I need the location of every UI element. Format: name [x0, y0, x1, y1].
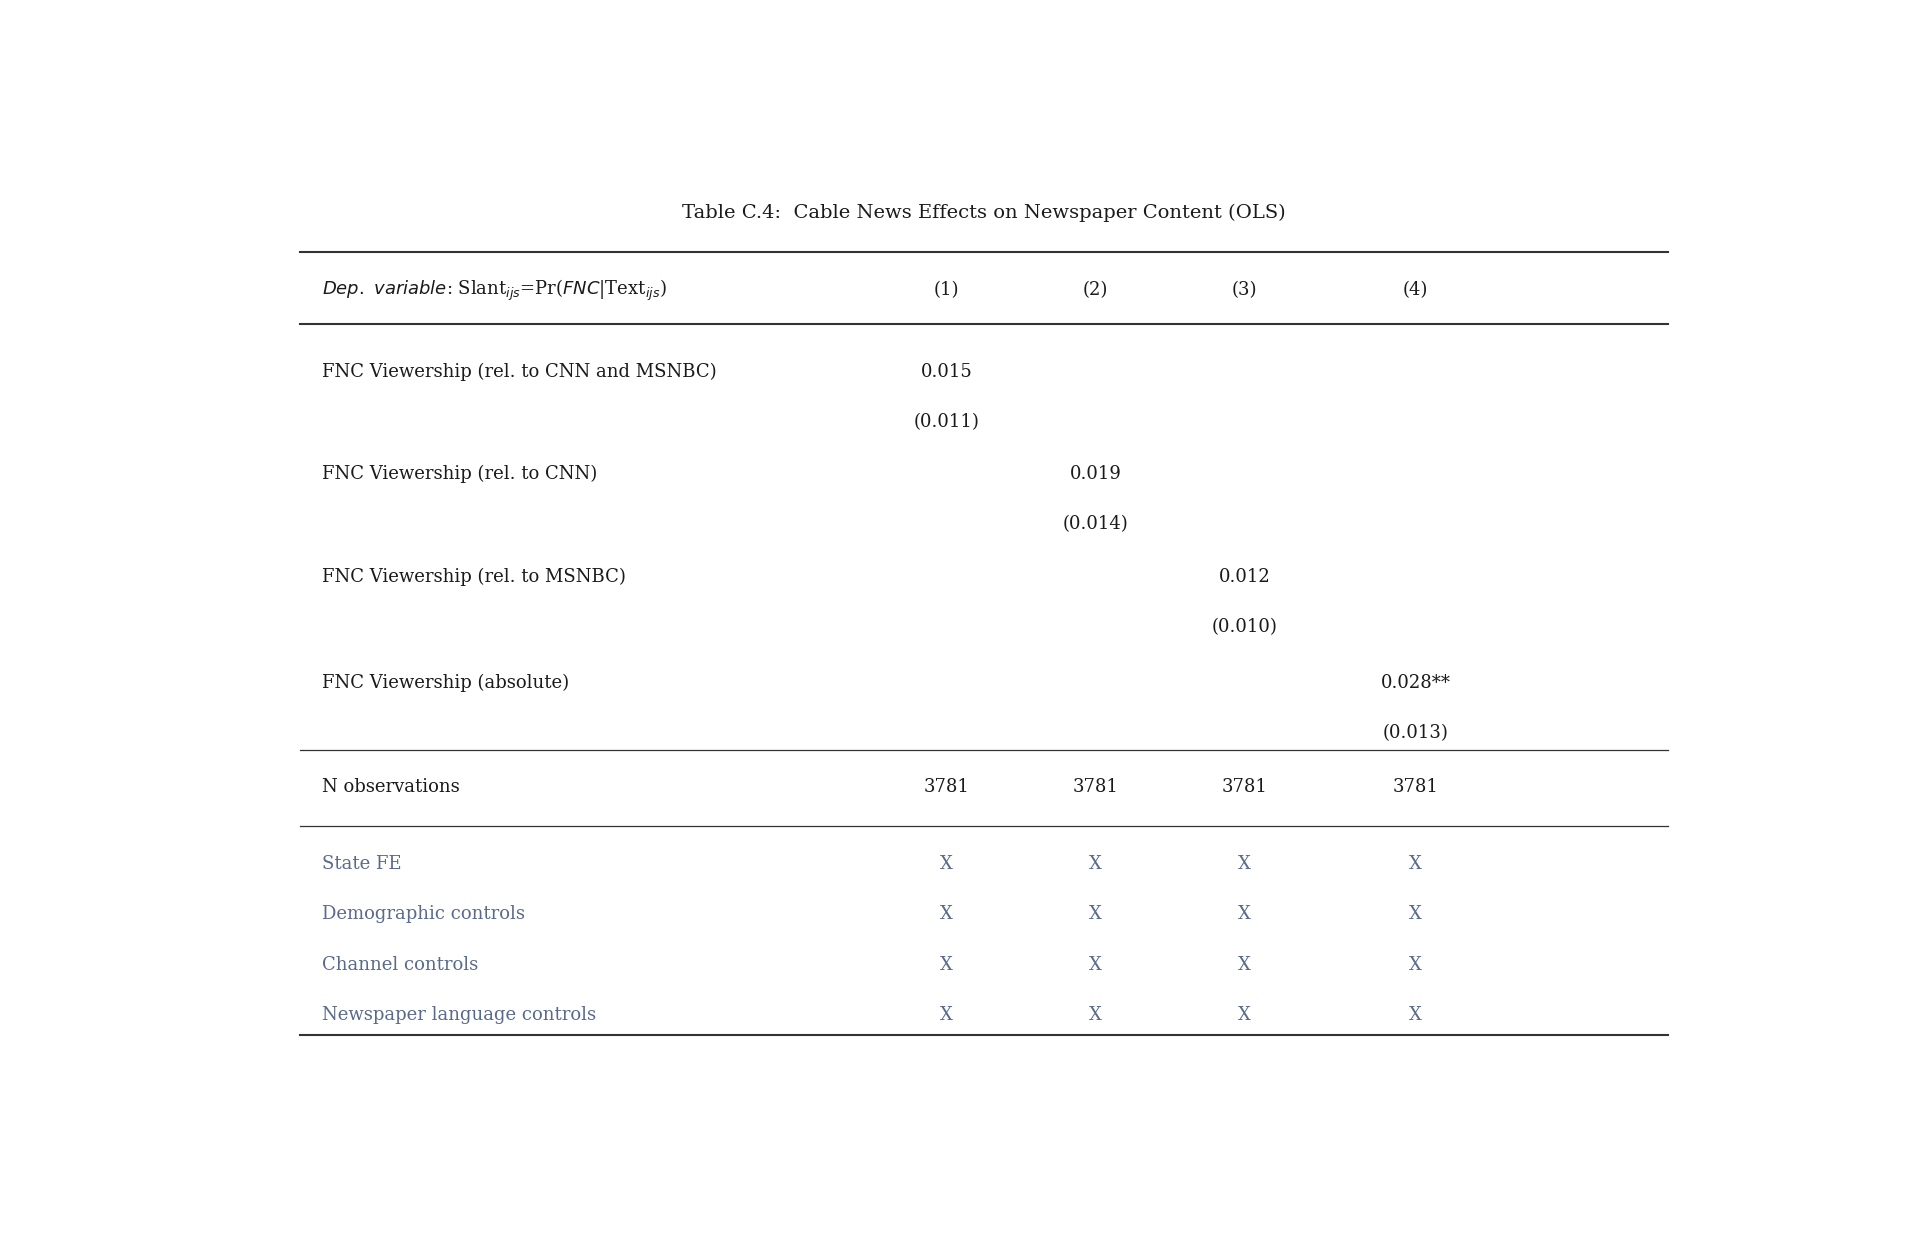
Text: X: X	[1238, 956, 1250, 974]
Text: (0.010): (0.010)	[1212, 618, 1277, 637]
Text: 0.019: 0.019	[1069, 465, 1121, 482]
Text: 3781: 3781	[1073, 778, 1119, 796]
Text: Demographic controls: Demographic controls	[323, 906, 524, 923]
Text: X: X	[1409, 956, 1423, 974]
Text: 0.015: 0.015	[922, 363, 973, 381]
Text: FNC Viewership (absolute): FNC Viewership (absolute)	[323, 674, 568, 692]
Text: (0.014): (0.014)	[1064, 515, 1129, 533]
Text: N observations: N observations	[323, 778, 459, 796]
Text: FNC Viewership (rel. to CNN and MSNBC): FNC Viewership (rel. to CNN and MSNBC)	[323, 363, 716, 381]
Text: X: X	[941, 1006, 952, 1024]
Text: (0.013): (0.013)	[1382, 724, 1448, 742]
Text: X: X	[1409, 1006, 1423, 1024]
Text: X: X	[1089, 956, 1102, 974]
Text: X: X	[1238, 856, 1250, 873]
Text: (1): (1)	[933, 281, 960, 299]
Text: X: X	[941, 856, 952, 873]
Text: X: X	[941, 906, 952, 923]
Text: 0.028**: 0.028**	[1380, 674, 1450, 692]
Text: FNC Viewership (rel. to CNN): FNC Viewership (rel. to CNN)	[323, 465, 597, 482]
Text: 0.012: 0.012	[1219, 568, 1271, 586]
Text: 3781: 3781	[1392, 778, 1438, 796]
Text: 3781: 3781	[924, 778, 970, 796]
Text: X: X	[1409, 856, 1423, 873]
Text: (0.011): (0.011)	[914, 413, 979, 431]
Text: X: X	[1238, 906, 1250, 923]
Text: X: X	[1089, 1006, 1102, 1024]
Text: X: X	[941, 956, 952, 974]
Text: Newspaper language controls: Newspaper language controls	[323, 1006, 595, 1024]
Text: $\mathit{Dep.\ variable}$: Slant$_{ijs}$=Pr($\mathit{FNC}$|Text$_{ijs}$): $\mathit{Dep.\ variable}$: Slant$_{ijs}$…	[323, 278, 666, 303]
Text: State FE: State FE	[323, 856, 401, 873]
Text: X: X	[1089, 906, 1102, 923]
Text: (4): (4)	[1404, 281, 1428, 299]
Text: 3781: 3781	[1221, 778, 1267, 796]
Text: Channel controls: Channel controls	[323, 956, 478, 974]
Text: X: X	[1238, 1006, 1250, 1024]
Text: FNC Viewership (rel. to MSNBC): FNC Viewership (rel. to MSNBC)	[323, 568, 626, 586]
Text: (2): (2)	[1083, 281, 1108, 299]
Text: X: X	[1089, 856, 1102, 873]
Text: (3): (3)	[1231, 281, 1258, 299]
Text: X: X	[1409, 906, 1423, 923]
Text: Table C.4:  Cable News Effects on Newspaper Content (OLS): Table C.4: Cable News Effects on Newspap…	[682, 203, 1286, 222]
